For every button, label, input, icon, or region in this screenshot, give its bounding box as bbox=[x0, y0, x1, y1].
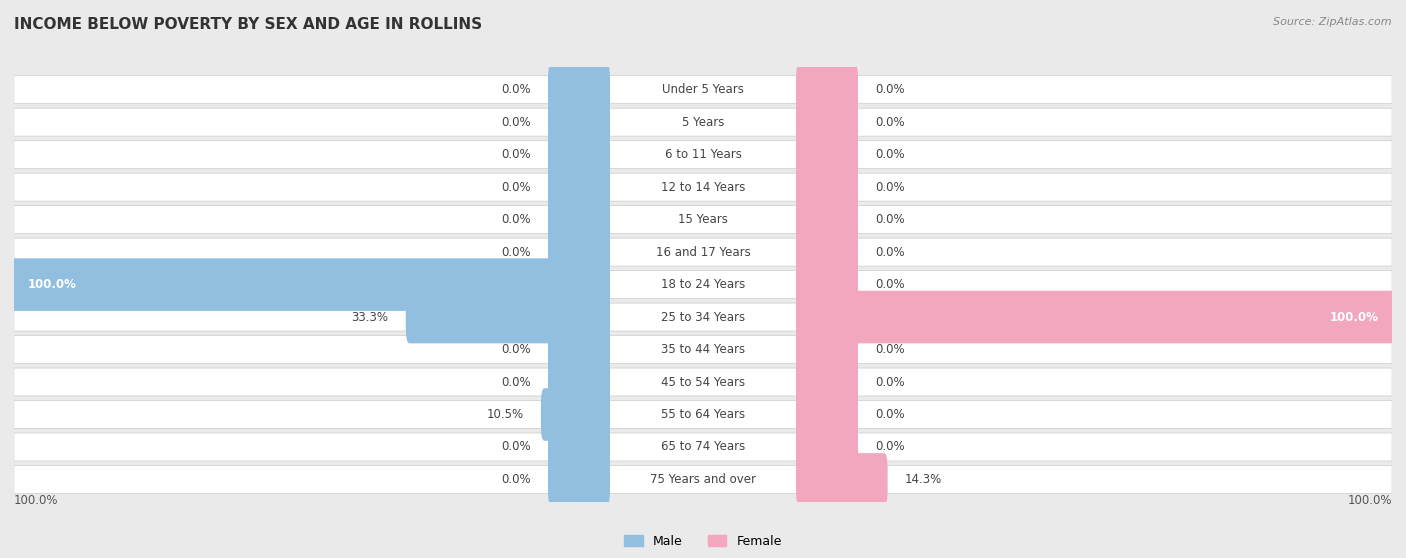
FancyBboxPatch shape bbox=[548, 161, 610, 214]
FancyBboxPatch shape bbox=[14, 303, 1392, 331]
Text: 0.0%: 0.0% bbox=[875, 408, 905, 421]
FancyBboxPatch shape bbox=[14, 368, 1392, 396]
Legend: Male, Female: Male, Female bbox=[619, 530, 787, 552]
FancyBboxPatch shape bbox=[14, 271, 1392, 299]
FancyBboxPatch shape bbox=[548, 355, 610, 408]
FancyBboxPatch shape bbox=[796, 291, 1395, 343]
FancyBboxPatch shape bbox=[548, 193, 610, 246]
FancyBboxPatch shape bbox=[548, 96, 610, 148]
Text: 100.0%: 100.0% bbox=[28, 278, 77, 291]
Text: 100.0%: 100.0% bbox=[14, 494, 59, 507]
Text: 0.0%: 0.0% bbox=[875, 83, 905, 96]
FancyBboxPatch shape bbox=[796, 355, 858, 408]
Text: 0.0%: 0.0% bbox=[501, 440, 531, 454]
Text: 0.0%: 0.0% bbox=[875, 278, 905, 291]
FancyBboxPatch shape bbox=[548, 421, 610, 473]
Text: 33.3%: 33.3% bbox=[352, 311, 388, 324]
Text: 0.0%: 0.0% bbox=[875, 116, 905, 129]
Text: 0.0%: 0.0% bbox=[875, 440, 905, 454]
Text: 0.0%: 0.0% bbox=[501, 83, 531, 96]
FancyBboxPatch shape bbox=[548, 453, 610, 506]
FancyBboxPatch shape bbox=[796, 421, 858, 473]
FancyBboxPatch shape bbox=[796, 388, 858, 441]
Text: 45 to 54 Years: 45 to 54 Years bbox=[661, 376, 745, 388]
FancyBboxPatch shape bbox=[14, 76, 1392, 104]
FancyBboxPatch shape bbox=[14, 335, 1392, 363]
FancyBboxPatch shape bbox=[548, 64, 610, 116]
Text: 0.0%: 0.0% bbox=[501, 148, 531, 161]
Text: 0.0%: 0.0% bbox=[501, 213, 531, 226]
Text: 0.0%: 0.0% bbox=[501, 376, 531, 388]
FancyBboxPatch shape bbox=[548, 226, 610, 278]
FancyBboxPatch shape bbox=[14, 433, 1392, 461]
Text: 0.0%: 0.0% bbox=[501, 116, 531, 129]
FancyBboxPatch shape bbox=[14, 465, 1392, 493]
FancyBboxPatch shape bbox=[796, 226, 858, 278]
FancyBboxPatch shape bbox=[796, 64, 858, 116]
Text: 25 to 34 Years: 25 to 34 Years bbox=[661, 311, 745, 324]
Text: 0.0%: 0.0% bbox=[875, 213, 905, 226]
FancyBboxPatch shape bbox=[548, 128, 610, 181]
Text: 100.0%: 100.0% bbox=[1347, 494, 1392, 507]
Text: 10.5%: 10.5% bbox=[486, 408, 523, 421]
FancyBboxPatch shape bbox=[796, 128, 858, 181]
FancyBboxPatch shape bbox=[796, 96, 858, 148]
Text: 15 Years: 15 Years bbox=[678, 213, 728, 226]
Text: 16 and 17 Years: 16 and 17 Years bbox=[655, 246, 751, 258]
Text: 55 to 64 Years: 55 to 64 Years bbox=[661, 408, 745, 421]
Text: 14.3%: 14.3% bbox=[905, 473, 942, 486]
FancyBboxPatch shape bbox=[14, 206, 1392, 234]
Text: 65 to 74 Years: 65 to 74 Years bbox=[661, 440, 745, 454]
Text: 0.0%: 0.0% bbox=[501, 181, 531, 194]
Text: 0.0%: 0.0% bbox=[875, 148, 905, 161]
FancyBboxPatch shape bbox=[548, 323, 610, 376]
FancyBboxPatch shape bbox=[11, 258, 610, 311]
FancyBboxPatch shape bbox=[796, 193, 858, 246]
Text: 0.0%: 0.0% bbox=[501, 473, 531, 486]
FancyBboxPatch shape bbox=[796, 258, 858, 311]
Text: 0.0%: 0.0% bbox=[875, 246, 905, 258]
Text: 0.0%: 0.0% bbox=[875, 376, 905, 388]
FancyBboxPatch shape bbox=[406, 291, 610, 343]
Text: 0.0%: 0.0% bbox=[875, 343, 905, 356]
Text: 5 Years: 5 Years bbox=[682, 116, 724, 129]
FancyBboxPatch shape bbox=[14, 108, 1392, 136]
Text: 35 to 44 Years: 35 to 44 Years bbox=[661, 343, 745, 356]
Text: 18 to 24 Years: 18 to 24 Years bbox=[661, 278, 745, 291]
FancyBboxPatch shape bbox=[541, 388, 610, 441]
FancyBboxPatch shape bbox=[14, 238, 1392, 266]
Text: Under 5 Years: Under 5 Years bbox=[662, 83, 744, 96]
FancyBboxPatch shape bbox=[14, 141, 1392, 169]
FancyBboxPatch shape bbox=[14, 173, 1392, 201]
Text: Source: ZipAtlas.com: Source: ZipAtlas.com bbox=[1274, 17, 1392, 27]
Text: 0.0%: 0.0% bbox=[501, 343, 531, 356]
FancyBboxPatch shape bbox=[796, 323, 858, 376]
FancyBboxPatch shape bbox=[14, 401, 1392, 429]
Text: INCOME BELOW POVERTY BY SEX AND AGE IN ROLLINS: INCOME BELOW POVERTY BY SEX AND AGE IN R… bbox=[14, 17, 482, 32]
Text: 0.0%: 0.0% bbox=[875, 181, 905, 194]
Text: 12 to 14 Years: 12 to 14 Years bbox=[661, 181, 745, 194]
Text: 6 to 11 Years: 6 to 11 Years bbox=[665, 148, 741, 161]
FancyBboxPatch shape bbox=[796, 161, 858, 214]
Text: 75 Years and over: 75 Years and over bbox=[650, 473, 756, 486]
FancyBboxPatch shape bbox=[796, 453, 887, 506]
Text: 0.0%: 0.0% bbox=[501, 246, 531, 258]
Text: 100.0%: 100.0% bbox=[1329, 311, 1378, 324]
